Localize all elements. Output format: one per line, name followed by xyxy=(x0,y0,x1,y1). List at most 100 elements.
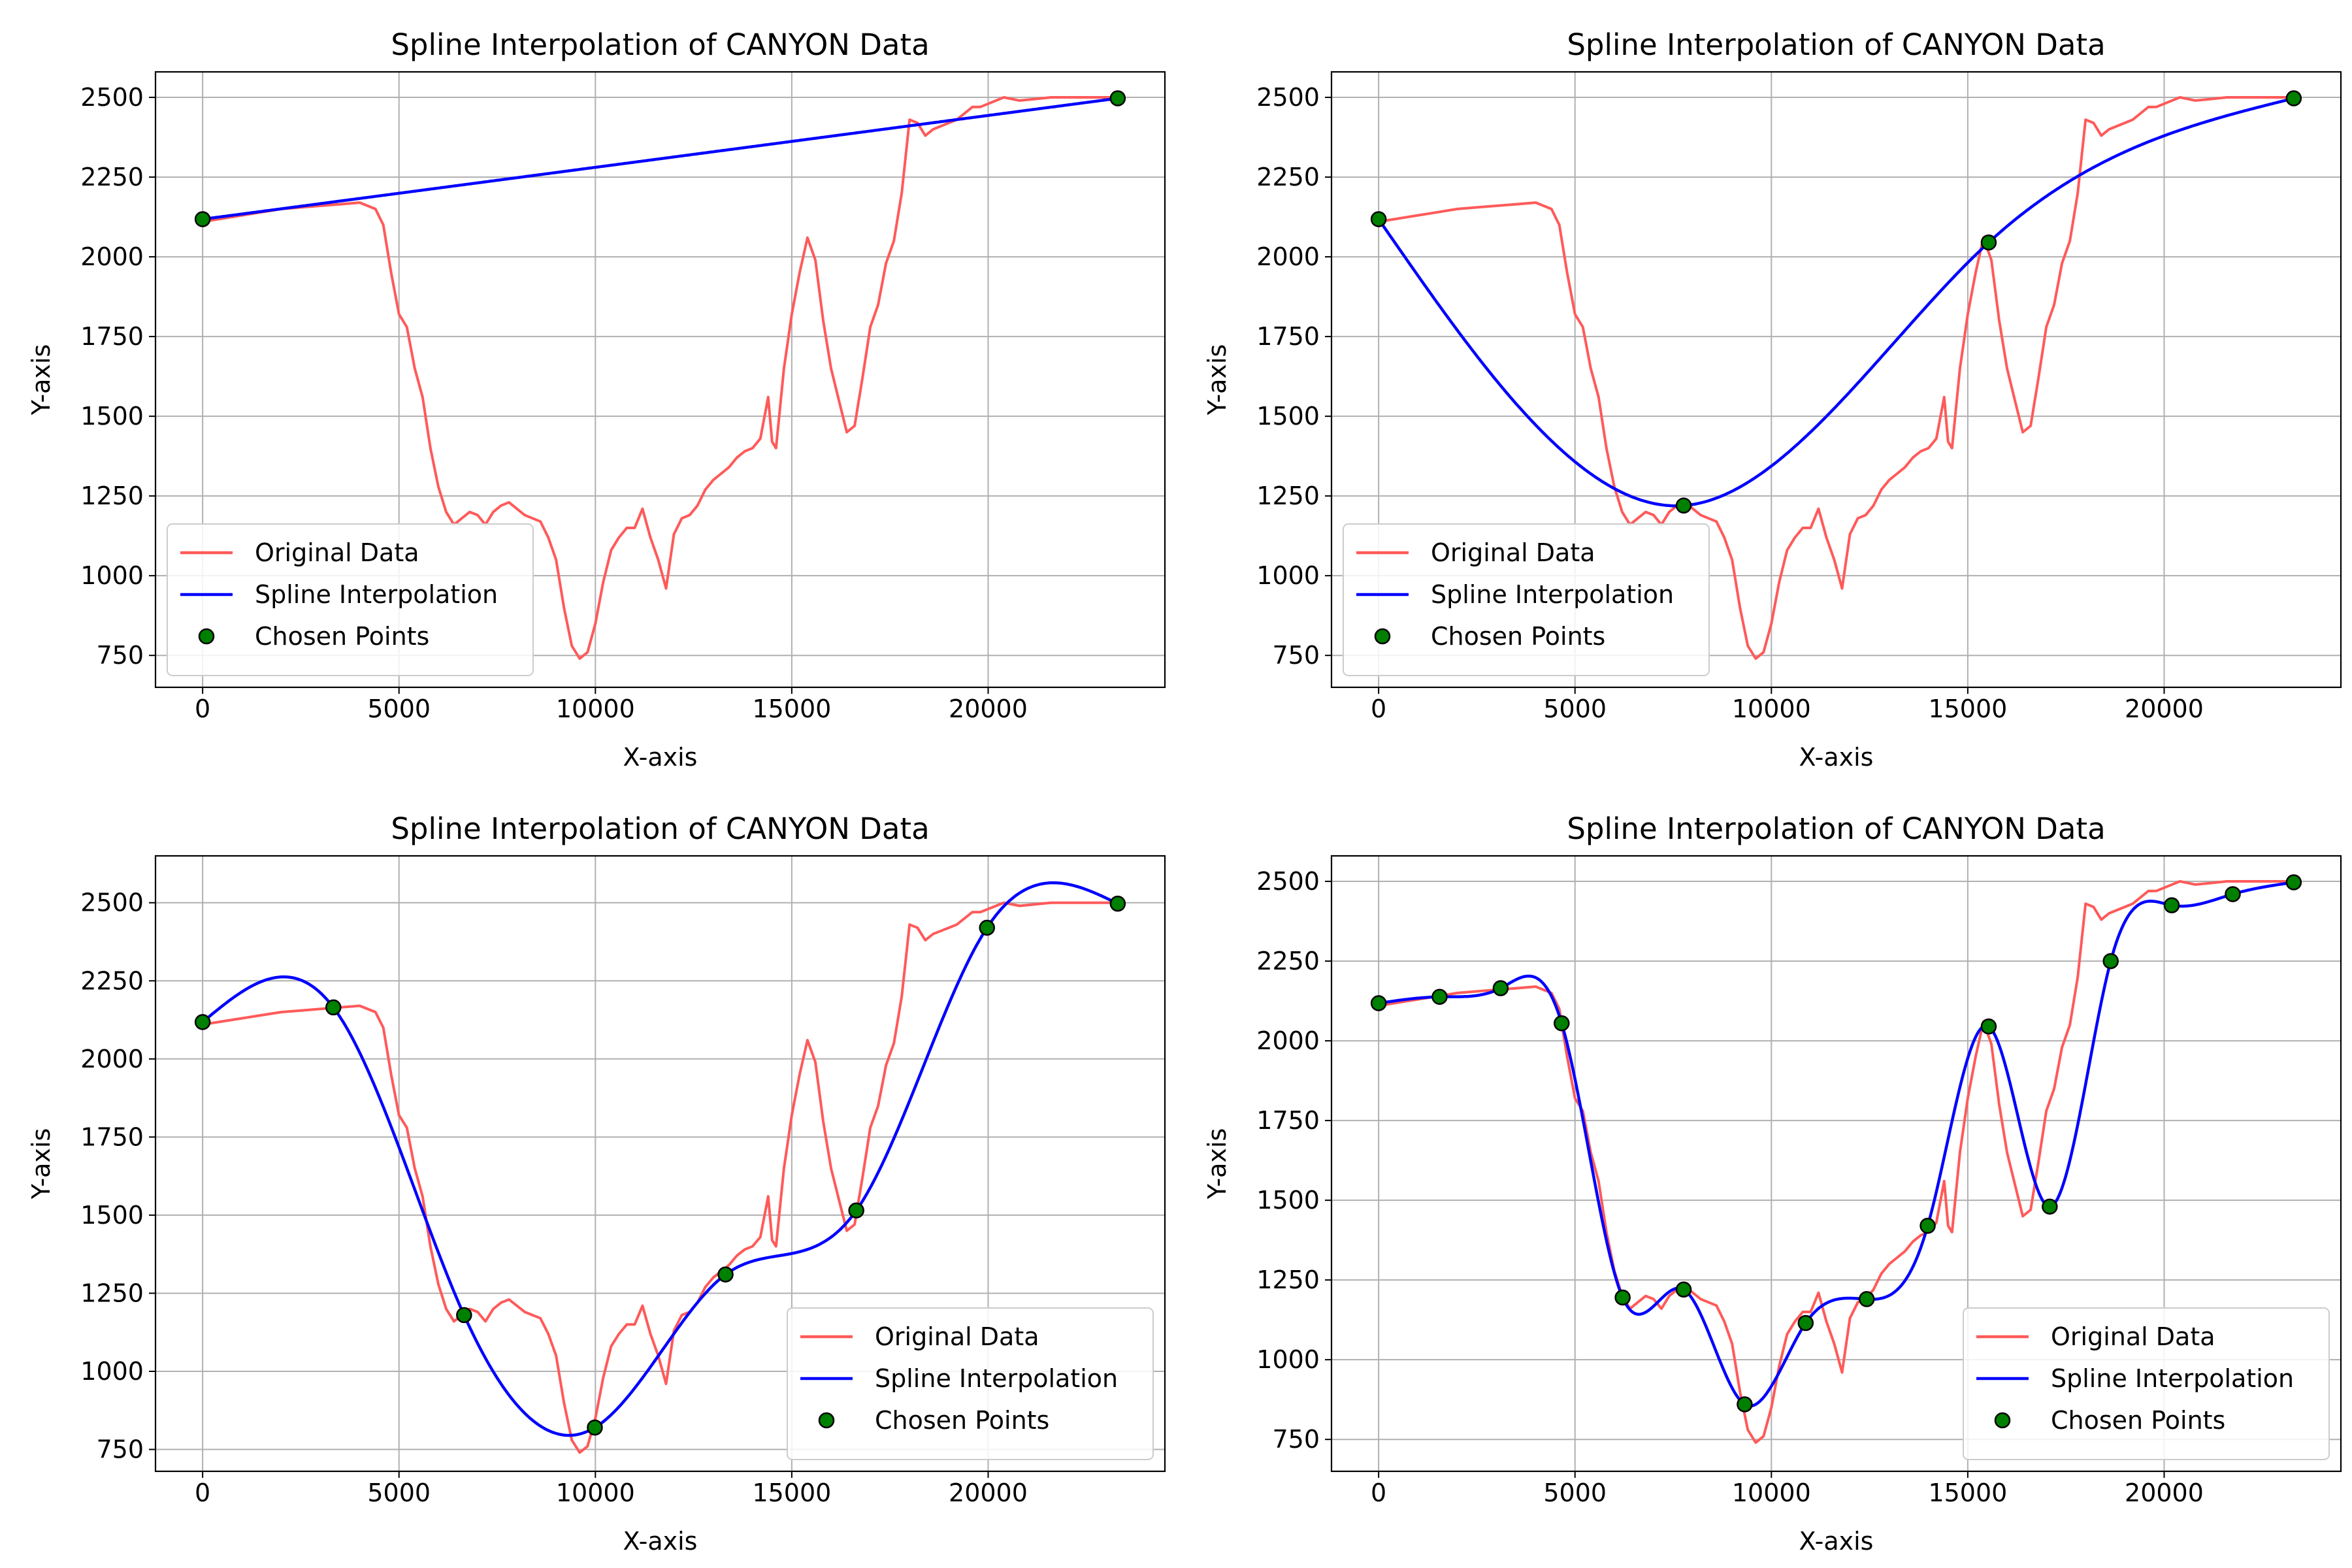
y-tick-label: 1750 xyxy=(1256,1106,1320,1135)
x-axis-label: X-axis xyxy=(1799,1527,1874,1556)
y-axis-label: Y-axis xyxy=(1203,1128,1232,1200)
x-ticks: 0 5000 10000 15000 20000 xyxy=(1371,687,2204,723)
y-tick-label: 1750 xyxy=(80,322,144,351)
y-tick-label: 1500 xyxy=(80,402,144,431)
y-tick-label: 1250 xyxy=(1256,1266,1320,1294)
chosen-point xyxy=(456,1307,472,1324)
y-tick-label: 2500 xyxy=(1256,867,1320,896)
chosen-point xyxy=(1980,234,1997,251)
chosen-point xyxy=(2225,886,2241,902)
x-ticks: 0 5000 10000 15000 20000 xyxy=(195,1471,1028,1507)
y-tick-label: 1000 xyxy=(1256,561,1320,590)
chosen-point xyxy=(1431,988,1448,1005)
x-tick-label: 10000 xyxy=(1732,694,1811,723)
chosen-point xyxy=(1109,895,1126,912)
x-ticks: 0 5000 10000 15000 20000 xyxy=(195,687,1028,723)
legend-box xyxy=(787,1307,1154,1460)
y-tick-label: 1000 xyxy=(80,1357,144,1386)
chart-panel-2: 0 5000 10000 15000 20000 750 1000 1250 1500 1750 2… xyxy=(1176,0,2352,784)
chosen-point xyxy=(1492,980,1509,996)
chosen-point xyxy=(2102,953,2119,970)
chart-title: Spline Interpolation of CANYON Data xyxy=(1567,811,2105,846)
legend-box xyxy=(1963,1307,2330,1460)
chosen-point xyxy=(587,1419,603,1436)
x-tick-label: 20000 xyxy=(2125,1478,2204,1507)
chart-title: Spline Interpolation of CANYON Data xyxy=(391,811,929,846)
original-data-line xyxy=(202,901,1118,1454)
x-tick-label: 15000 xyxy=(752,1478,831,1507)
x-tick-label: 5000 xyxy=(1543,694,1607,723)
x-axis-label: X-axis xyxy=(1799,743,1874,772)
chosen-point xyxy=(848,1202,864,1218)
axes-frame xyxy=(1330,855,2342,1473)
y-tick-label: 1250 xyxy=(80,1279,144,1307)
chosen-point xyxy=(1675,1281,1692,1298)
x-tick-label: 0 xyxy=(1371,1478,1386,1507)
grid-lines xyxy=(1331,856,2341,1471)
x-tick-label: 0 xyxy=(195,694,210,723)
plot-area xyxy=(1370,874,2302,1445)
legend-spline-label: Spline Interpolation xyxy=(2051,1364,2294,1393)
chosen-point xyxy=(2042,1198,2058,1215)
x-tick-label: 20000 xyxy=(2125,694,2204,723)
chosen-point xyxy=(1614,1289,1631,1306)
legend-points-label: Chosen Points xyxy=(875,1406,1049,1435)
x-tick-label: 5000 xyxy=(367,1478,431,1507)
y-tick-label: 1250 xyxy=(1256,482,1320,510)
chosen-point xyxy=(1858,1291,1875,1307)
y-tick-label: 750 xyxy=(96,1435,144,1464)
legend-points-label: Chosen Points xyxy=(2051,1406,2225,1435)
legend-points-swatch xyxy=(198,628,215,645)
original-data-line xyxy=(1378,880,2294,1445)
chart-panel-4: 0 5000 10000 15000 20000 750 1000 1250 1500 1750 2… xyxy=(1176,784,2352,1568)
chosen-point xyxy=(1554,1015,1570,1032)
chosen-point xyxy=(1370,995,1387,1011)
y-tick-label: 1750 xyxy=(80,1122,144,1151)
x-tick-label: 20000 xyxy=(949,1478,1028,1507)
legend-points-label: Chosen Points xyxy=(255,622,429,651)
chosen-point xyxy=(1737,1396,1753,1413)
x-axis-label: X-axis xyxy=(623,1527,698,1556)
y-ticks: 750 1000 1250 1500 1750 2000 2250 2500 xyxy=(80,83,155,670)
y-tick-label: 2000 xyxy=(80,1045,144,1073)
y-tick-label: 750 xyxy=(96,641,144,670)
y-tick-label: 2250 xyxy=(1256,163,1320,191)
axes-frame xyxy=(1330,71,2342,689)
legend: Original Data Spline Interpolation Chosen … xyxy=(787,1307,1154,1460)
original-data-line xyxy=(1378,96,2294,661)
y-ticks: 750 1000 1250 1500 1750 2000 2250 2500 xyxy=(1256,867,1331,1454)
y-tick-label: 1250 xyxy=(80,482,144,510)
x-tick-label: 10000 xyxy=(556,1478,635,1507)
y-tick-label: 1500 xyxy=(1256,1186,1320,1215)
chart-title: Spline Interpolation of CANYON Data xyxy=(391,27,929,62)
x-tick-label: 5000 xyxy=(1543,1478,1607,1507)
plot-area xyxy=(194,90,1126,661)
legend-original-label: Original Data xyxy=(2051,1322,2215,1351)
legend-points-swatch xyxy=(1994,1412,2011,1429)
chart-svg-3: 0 5000 10000 15000 20000 750 1000 1250 1500 1750 2… xyxy=(27,811,1166,1556)
y-tick-label: 750 xyxy=(1272,641,1320,670)
chosen-point xyxy=(2163,897,2180,913)
y-axis-label: Y-axis xyxy=(27,344,56,416)
spline-interpolation-line xyxy=(1378,881,2295,1408)
chosen-point xyxy=(2285,874,2302,890)
legend-original-label: Original Data xyxy=(1431,538,1595,567)
chart-svg-2: 0 5000 10000 15000 20000 750 1000 1250 1500 1750 2… xyxy=(1203,27,2342,772)
chosen-point xyxy=(325,999,342,1016)
chosen-point xyxy=(1797,1315,1814,1331)
x-tick-label: 10000 xyxy=(1732,1478,1811,1507)
chosen-point xyxy=(979,919,995,936)
y-tick-label: 1500 xyxy=(1256,402,1320,431)
legend-box xyxy=(167,523,534,676)
legend-points-swatch xyxy=(818,1412,835,1429)
y-tick-label: 1000 xyxy=(1256,1345,1320,1374)
y-tick-label: 2250 xyxy=(80,966,144,995)
y-tick-label: 2000 xyxy=(1256,242,1320,271)
chosen-point xyxy=(2285,90,2302,106)
x-tick-label: 15000 xyxy=(1928,1478,2007,1507)
legend: Original Data Spline Interpolation Chosen … xyxy=(167,523,534,676)
y-tick-label: 2000 xyxy=(80,242,144,271)
legend-spline-label: Spline Interpolation xyxy=(875,1364,1118,1393)
legend-points-label: Chosen Points xyxy=(1431,622,1605,651)
plot-area xyxy=(1370,90,2302,661)
